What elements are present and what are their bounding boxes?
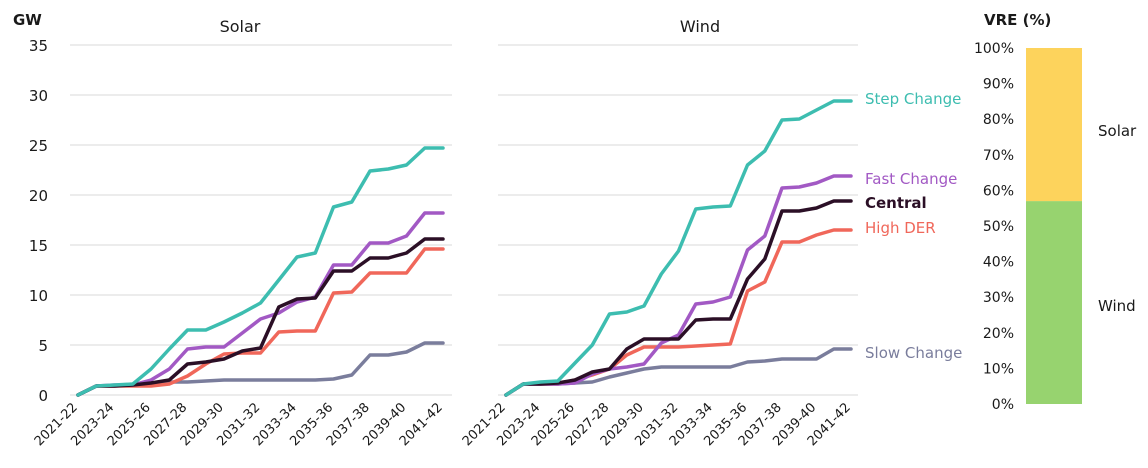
vre-y-tick-label: 100%	[974, 41, 1014, 57]
vre-y-tick-label: 30%	[983, 290, 1014, 306]
vre-panel: VRE (%) 0% 10% 20% 30% 40% 50% 60% 70% 80% 90% 100%…	[974, 11, 1137, 413]
wind-panel: Wind2021-222023-242025-262027-282029-302…	[460, 17, 858, 449]
solar-series-high-der	[76, 247, 445, 397]
wind-series-central	[504, 199, 853, 397]
solar-panel: Solar051015202530352021-222023-242025-26…	[29, 17, 452, 449]
y-tick-label: 20	[29, 187, 48, 205]
legend-label-high-der: High DER	[865, 219, 936, 237]
vre-y-tick-label: 40%	[983, 255, 1014, 271]
legend-label-fast-change: Fast Change	[865, 170, 957, 188]
vre-label-wind: Wind	[1098, 297, 1136, 315]
solar-series-step-change	[76, 146, 445, 397]
wind-series-fast-change	[504, 174, 853, 397]
y-tick-label: 5	[38, 337, 48, 355]
vre-y-tick-label: 60%	[983, 183, 1014, 199]
wind-series-step-change	[504, 99, 853, 397]
vre-y-tick-label: 80%	[983, 112, 1014, 128]
y-tick-label: 35	[29, 37, 48, 55]
vre-y-tick-label: 50%	[983, 219, 1014, 235]
vre-y-tick-label: 0%	[992, 397, 1014, 413]
vre-bar-wind	[1026, 201, 1082, 404]
vre-title: VRE (%)	[984, 11, 1051, 29]
vre-bar-solar	[1026, 48, 1082, 202]
vre-label-solar: Solar	[1098, 122, 1137, 140]
solar-series-central	[76, 237, 445, 397]
y-tick-label: 25	[29, 137, 48, 155]
vre-y-tick-label: 70%	[983, 148, 1014, 164]
vre-y-tick-label: 90%	[983, 77, 1014, 93]
vre-y-tick-label: 10%	[983, 361, 1014, 377]
wind-title: Wind	[680, 17, 720, 36]
legend-label-central: Central	[865, 194, 927, 212]
y-tick-label: 10	[29, 287, 48, 305]
legend-label-step-change: Step Change	[865, 90, 961, 108]
y-tick-label: 15	[29, 237, 48, 255]
solar-title: Solar	[220, 17, 261, 36]
y-unit-label: GW	[13, 11, 42, 29]
wind-series-high-der	[504, 228, 853, 397]
y-tick-label: 0	[38, 387, 48, 405]
vre-y-tick-label: 20%	[983, 326, 1014, 342]
wind-series-slow-change	[504, 347, 853, 397]
y-tick-label: 30	[29, 87, 48, 105]
legend-label-slow-change: Slow Change	[865, 344, 962, 362]
